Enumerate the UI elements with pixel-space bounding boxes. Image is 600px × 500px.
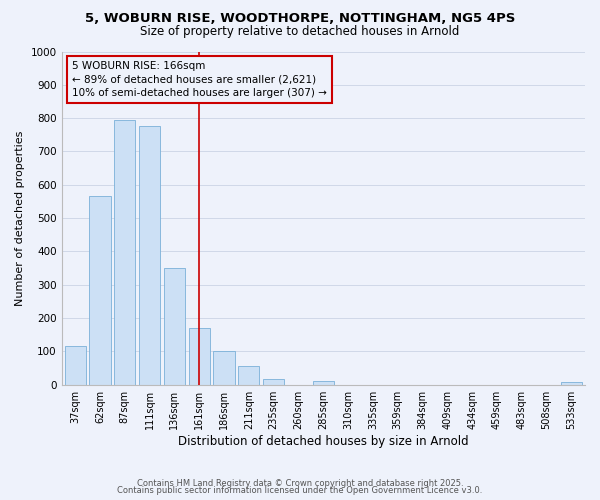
Text: 5, WOBURN RISE, WOODTHORPE, NOTTINGHAM, NG5 4PS: 5, WOBURN RISE, WOODTHORPE, NOTTINGHAM, … [85, 12, 515, 26]
Text: Contains HM Land Registry data © Crown copyright and database right 2025.: Contains HM Land Registry data © Crown c… [137, 478, 463, 488]
Bar [263, 378, 284, 384]
Bar [139, 126, 160, 384]
Bar [214, 352, 235, 384]
Bar [238, 366, 259, 384]
Bar [65, 346, 86, 385]
Text: Contains public sector information licensed under the Open Government Licence v3: Contains public sector information licen… [118, 486, 482, 495]
Bar [114, 120, 136, 384]
Bar [89, 196, 110, 384]
Text: Size of property relative to detached houses in Arnold: Size of property relative to detached ho… [140, 25, 460, 38]
Bar [561, 382, 582, 384]
Bar [313, 382, 334, 384]
Bar [164, 268, 185, 384]
Bar [188, 328, 210, 384]
Y-axis label: Number of detached properties: Number of detached properties [15, 130, 25, 306]
Text: 5 WOBURN RISE: 166sqm
← 89% of detached houses are smaller (2,621)
10% of semi-d: 5 WOBURN RISE: 166sqm ← 89% of detached … [72, 62, 327, 98]
X-axis label: Distribution of detached houses by size in Arnold: Distribution of detached houses by size … [178, 434, 469, 448]
